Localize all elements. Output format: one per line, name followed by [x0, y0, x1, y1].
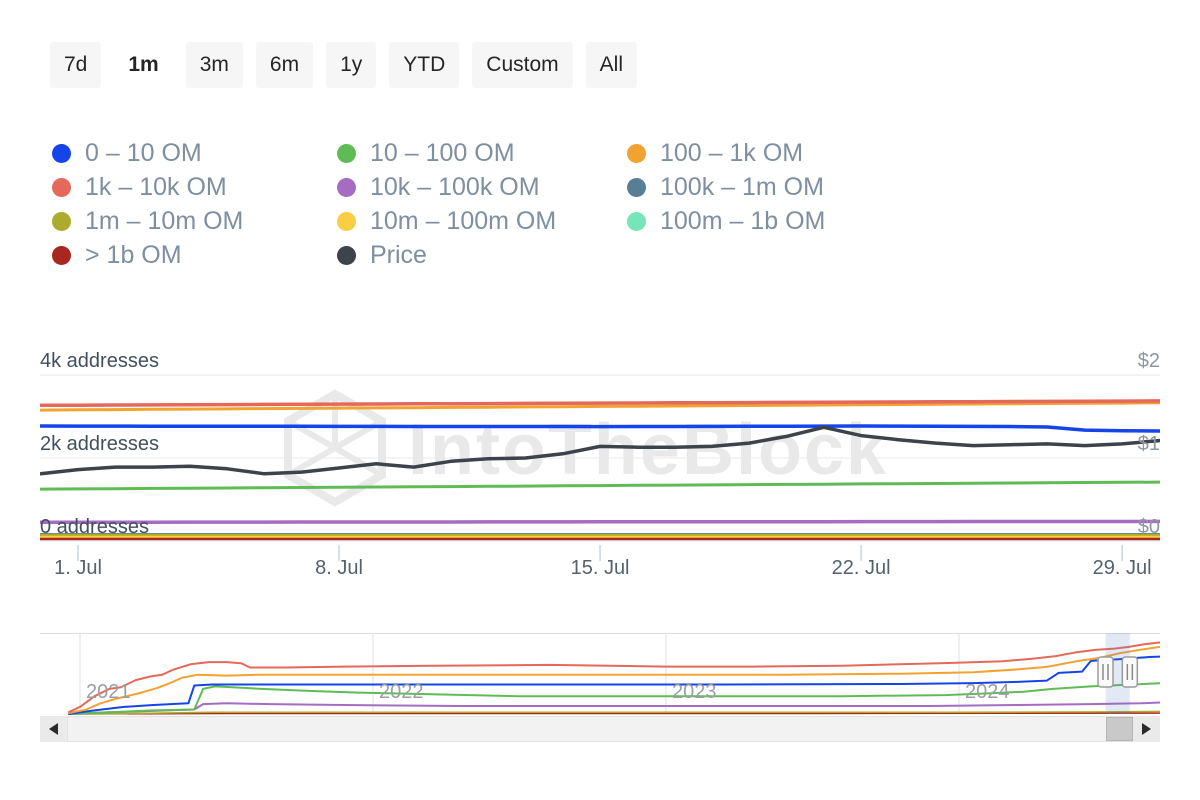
navigator-year-label: 2023 — [672, 681, 717, 703]
legend-item-label: 10 – 100 OM — [370, 138, 515, 167]
legend-item-1m-10m-om[interactable]: 1m – 10m OM — [52, 204, 337, 238]
scrollbar-thumb[interactable] — [1106, 717, 1133, 741]
scrollbar-track[interactable] — [67, 716, 1133, 742]
scroll-left-button[interactable] — [40, 716, 67, 742]
y-axis-label-left: 0 addresses — [40, 516, 149, 538]
navigator-svg — [40, 633, 1160, 715]
range-button-1y[interactable]: 1y — [326, 42, 377, 88]
main-chart-plot-area[interactable]: IntoTheBlock — [40, 345, 1160, 585]
time-range-toolbar: 7d 1m 3m 6m 1y YTD Custom All — [50, 42, 637, 88]
x-axis-tick-label: 15. Jul — [570, 557, 630, 579]
legend-dot-icon — [52, 143, 71, 163]
legend-item-10m-100m-om[interactable]: 10m – 100m OM — [337, 204, 627, 238]
legend-dot-icon — [337, 177, 356, 197]
series-line-10-100-om[interactable] — [40, 480, 1160, 491]
navigator-series-1m-10m-om — [68, 710, 1160, 715]
legend-dot-icon — [52, 177, 71, 197]
legend-item-0-10-om[interactable]: 0 – 10 OM — [52, 136, 337, 170]
scrollbar — [40, 716, 1160, 742]
navigator-series-1k-10k-om — [67, 641, 1160, 714]
navigator-year-label: 2022 — [379, 681, 424, 703]
legend-item-label: 100m – 1b OM — [660, 206, 826, 235]
y-axis-label-right: $1 — [1137, 433, 1160, 455]
series-line-10k-100k-om[interactable] — [40, 519, 1160, 524]
range-button-7d[interactable]: 7d — [50, 42, 102, 88]
navigator-year-label: 2024 — [965, 681, 1010, 703]
handle-grip-icon — [1102, 664, 1109, 680]
legend-dot-icon — [627, 177, 646, 197]
watermark-logo-lines — [286, 394, 384, 478]
main-chart-svg: IntoTheBlock — [40, 374, 1160, 561]
legend-dot-icon — [627, 143, 646, 163]
navigator-left-handle[interactable] — [1097, 656, 1114, 688]
legend-dot-icon — [337, 143, 356, 163]
navigator-series-1b-om — [68, 712, 1160, 715]
legend-item-label: 1k – 10k OM — [85, 172, 227, 201]
legend-item-1b-om[interactable]: > 1b OM — [52, 238, 337, 272]
navigator-year-label: 2021 — [86, 681, 131, 703]
scroll-left-icon — [49, 723, 58, 735]
series-line-price[interactable] — [40, 425, 1160, 476]
legend-item-label: 100k – 1m OM — [660, 172, 824, 201]
scroll-right-button[interactable] — [1133, 716, 1160, 742]
legend-item-10k-100k-om[interactable]: 10k – 100k OM — [337, 170, 627, 204]
navigator-right-handle[interactable] — [1121, 656, 1139, 688]
range-button-custom[interactable]: Custom — [472, 42, 573, 88]
y-axis-label-right: $0 — [1137, 516, 1160, 538]
navigator-series-10-100-om — [68, 682, 1160, 715]
legend-item-100k-1m-om[interactable]: 100k – 1m OM — [627, 170, 957, 204]
range-button-6m[interactable]: 6m — [255, 42, 314, 88]
legend-dot-icon — [627, 211, 646, 231]
legend-item-label: 0 – 10 OM — [85, 138, 202, 167]
y-axis-label-left: 4k addresses — [40, 350, 159, 372]
range-button-3m[interactable]: 3m — [185, 42, 243, 88]
legend-item-label: 1m – 10m OM — [85, 206, 244, 235]
scroll-right-icon — [1142, 723, 1151, 735]
series-line-100-1k-om[interactable] — [40, 401, 1160, 412]
watermark-text: IntoTheBlock — [408, 410, 888, 490]
range-button-ytd[interactable]: YTD — [389, 42, 460, 88]
x-axis-tick-label: 29. Jul — [1092, 557, 1152, 579]
x-axis-tick-label: 8. Jul — [315, 557, 363, 579]
legend-item-1k-10k-om[interactable]: 1k – 10k OM — [52, 170, 337, 204]
navigator-series-0-10-om — [68, 655, 1160, 715]
range-button-1m[interactable]: 1m — [114, 42, 173, 88]
legend-dot-icon — [52, 211, 71, 231]
legend-item-label: Price — [370, 240, 427, 269]
navigator-series-100-1k-om — [68, 645, 1160, 715]
handle-grip-icon — [1126, 664, 1134, 680]
y-axis-label-left: 2k addresses — [40, 433, 159, 455]
handle-body[interactable] — [1097, 656, 1114, 688]
x-axis-tick-label: 1. Jul — [54, 557, 102, 579]
handle-body[interactable] — [1121, 656, 1139, 688]
legend-item-label: 100 – 1k OM — [660, 138, 804, 167]
legend-dot-icon — [337, 245, 356, 265]
x-axis-tick-label: 22. Jul — [831, 557, 891, 579]
legend-item-100m-1b-om[interactable]: 100m – 1b OM — [627, 204, 957, 238]
legend-item-10-100-om[interactable]: 10 – 100 OM — [337, 136, 627, 170]
series-line-1k-10k-om[interactable] — [40, 399, 1160, 408]
legend: 0 – 10 OM 10 – 100 OM 100 – 1k OM 1k – 10k … — [52, 136, 957, 272]
legend-dot-icon — [337, 211, 356, 231]
legend-dot-icon — [52, 245, 71, 265]
legend-item-label: 10m – 100m OM — [370, 206, 557, 235]
legend-item-label: > 1b OM — [85, 240, 182, 269]
y-axis-label-right: $2 — [1137, 350, 1160, 372]
series-line-0-10-om[interactable] — [40, 424, 1160, 433]
watermark: IntoTheBlock — [284, 389, 888, 507]
legend-item-price[interactable]: Price — [337, 238, 627, 272]
range-button-all[interactable]: All — [585, 42, 637, 88]
legend-item-label: 10k – 100k OM — [370, 172, 540, 201]
legend-item-100-1k-om[interactable]: 100 – 1k OM — [627, 136, 957, 170]
navigator[interactable] — [40, 633, 1160, 715]
